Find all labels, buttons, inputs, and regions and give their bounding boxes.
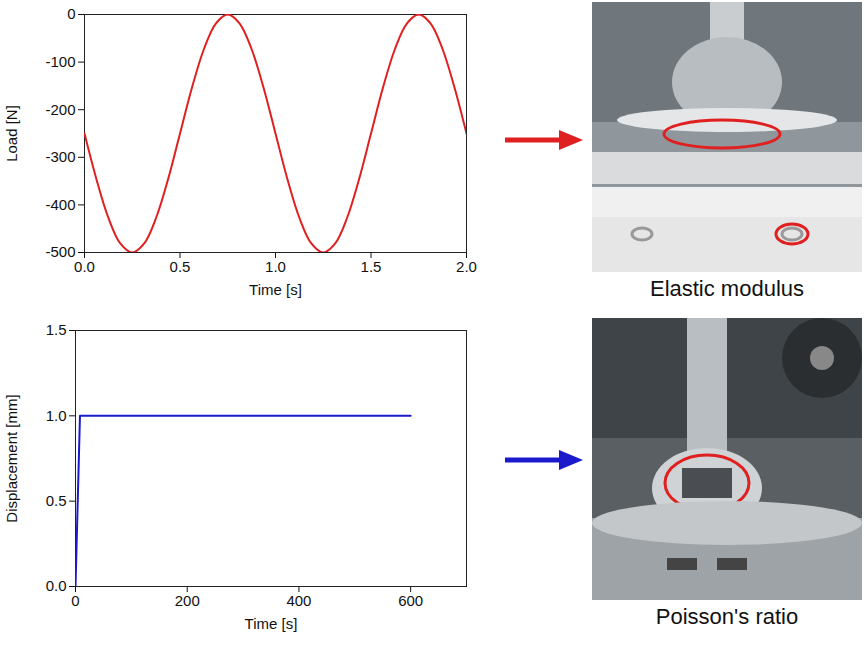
html-text:Poisson's ratio: Poisson's ratio xyxy=(655,604,799,629)
svg-text:-400: -400 xyxy=(45,196,75,213)
svg-text:Load [N]: Load [N] xyxy=(3,105,20,162)
svg-text:2.0: 2.0 xyxy=(456,258,477,275)
svg-text:0.5: 0.5 xyxy=(170,258,191,275)
svg-text:1.0: 1.0 xyxy=(46,407,67,424)
svg-text:0: 0 xyxy=(67,5,75,22)
svg-text:1.5: 1.5 xyxy=(46,321,67,338)
svg-text:-200: -200 xyxy=(45,101,75,118)
svg-text:0.0: 0.0 xyxy=(74,258,95,275)
svg-text:Time [s]: Time [s] xyxy=(245,615,298,632)
svg-text:-500: -500 xyxy=(45,243,75,260)
svg-text:400: 400 xyxy=(286,592,311,609)
svg-text:1.5: 1.5 xyxy=(361,258,382,275)
svg-text:-300: -300 xyxy=(45,148,75,165)
svg-text:0: 0 xyxy=(71,592,79,609)
svg-text:1.0: 1.0 xyxy=(265,258,286,275)
svg-text:Displacement [mm]: Displacement [mm] xyxy=(3,394,20,522)
html-text:Elastic modulus: Elastic modulus xyxy=(650,276,804,301)
svg-text:0.5: 0.5 xyxy=(46,492,67,509)
svg-text:0.0: 0.0 xyxy=(46,577,67,594)
svg-text:600: 600 xyxy=(398,592,423,609)
svg-text:200: 200 xyxy=(175,592,200,609)
svg-text:-100: -100 xyxy=(45,53,75,70)
svg-text:Time [s]: Time [s] xyxy=(249,281,302,298)
